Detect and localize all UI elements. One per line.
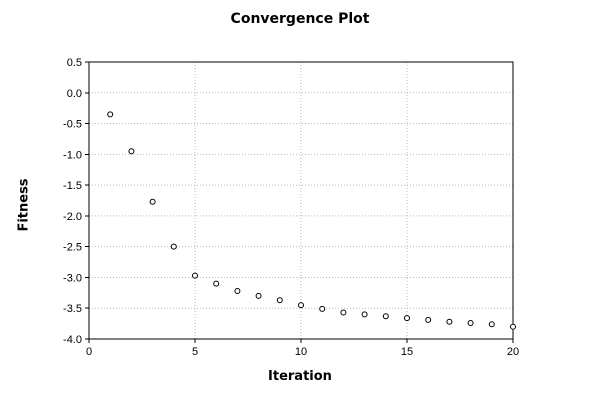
data-point <box>213 280 220 287</box>
y-tick-label: -2.5 <box>63 242 82 254</box>
x-tick-label: 20 <box>507 346 519 358</box>
data-point <box>467 319 474 326</box>
y-tick-label: -3.5 <box>63 303 82 315</box>
data-point <box>404 315 410 322</box>
data-point <box>149 198 156 205</box>
x-axis-label: Iteration <box>268 369 332 384</box>
data-point <box>128 148 135 155</box>
y-tick-label: 0.5 <box>67 57 82 69</box>
y-tick-label: -1.5 <box>63 180 82 192</box>
data-point <box>107 111 114 118</box>
data-point <box>276 297 283 304</box>
data-point <box>319 305 326 312</box>
data-point <box>340 309 347 316</box>
data-point <box>255 292 262 299</box>
y-tick-label: -3.0 <box>63 272 82 284</box>
data-point <box>446 318 453 325</box>
y-tick-label: -4.0 <box>63 334 82 346</box>
y-tick-label: -2.0 <box>63 211 82 223</box>
data-point <box>234 287 241 294</box>
data-point <box>488 321 495 328</box>
y-tick-label: 0.0 <box>67 88 82 100</box>
data-point <box>192 272 198 279</box>
chart-title: Convergence Plot <box>230 11 370 27</box>
data-point <box>425 316 432 323</box>
data-point <box>298 302 304 309</box>
x-tick-label: 15 <box>401 346 413 358</box>
x-tick-label: 0 <box>86 346 92 358</box>
y-tick-label: -0.5 <box>63 119 82 131</box>
x-tick-label: 10 <box>295 346 307 358</box>
y-tick-label: -1.0 <box>63 149 82 161</box>
data-point <box>382 313 389 320</box>
data-point <box>361 311 368 318</box>
data-point <box>510 323 516 330</box>
x-tick-label: 5 <box>192 346 198 358</box>
data-point <box>170 243 177 250</box>
